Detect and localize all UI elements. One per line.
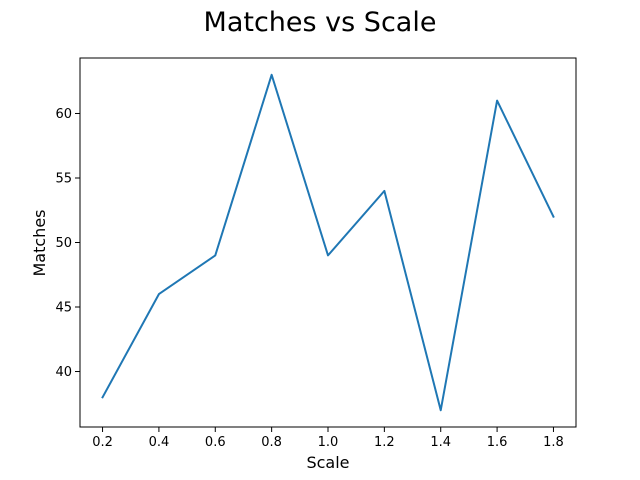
y-tick-label: 60 [55, 107, 72, 122]
x-tick-label: 1.4 [430, 435, 451, 450]
data-point [102, 396, 104, 398]
data-point [327, 254, 329, 256]
x-tick-label: 1.0 [318, 435, 339, 450]
chart-title: Matches vs Scale [204, 7, 437, 38]
x-tick-label: 0.4 [149, 435, 170, 450]
data-point [552, 216, 554, 218]
plot-area: 0.2 0.4 0.6 0.8 1.0 1.2 1.4 1.6 1.8 40 45 50 55 60 [55, 57, 577, 450]
data-point [214, 254, 216, 256]
series-line-0 [101, 73, 555, 412]
y-axis-title: Matches [30, 210, 49, 277]
data-point [271, 74, 273, 76]
data-point [496, 100, 498, 102]
x-tick-label: 0.2 [92, 435, 113, 450]
y-tick-label: 50 [55, 236, 72, 251]
x-axis-title: Scale [306, 453, 349, 472]
y-tick-label: 55 [55, 171, 72, 186]
y-tick-label: 40 [55, 365, 72, 380]
x-tick-label: 1.2 [374, 435, 395, 450]
data-point [383, 190, 385, 192]
data-point [440, 409, 442, 411]
x-tick-label: 0.8 [261, 435, 282, 450]
x-tick-label: 1.8 [543, 435, 564, 450]
y-tick-label: 45 [55, 301, 72, 316]
data-point [158, 293, 160, 295]
x-tick-label: 1.6 [487, 435, 508, 450]
x-tick-label: 0.6 [205, 435, 226, 450]
